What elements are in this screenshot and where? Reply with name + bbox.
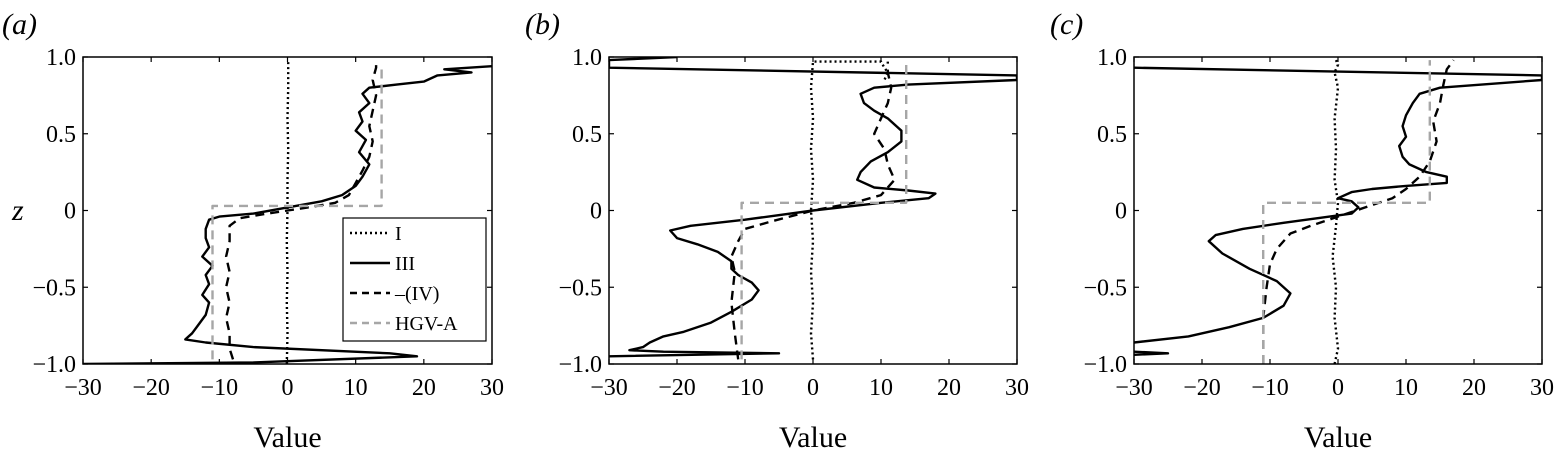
y-axis-title: z xyxy=(11,194,24,227)
x-tick-label: 10 xyxy=(869,375,893,401)
series-i-line xyxy=(1331,59,1340,364)
panel-label: (b) xyxy=(525,8,560,41)
y-tick-label: −1.0 xyxy=(1083,352,1127,378)
x-tick-label: −30 xyxy=(590,375,628,401)
y-tick-label: 1.0 xyxy=(46,45,76,71)
series-iii-line xyxy=(1134,66,1542,344)
panel-c: −30 −20 −10 0 10 20 30 −1.0 −0.5 0 0.5 1.0 Value (c) xyxy=(1050,8,1554,454)
x-tick-label: 0 xyxy=(807,375,819,401)
y-tick-label: −1.0 xyxy=(32,352,76,378)
y-tick-label: −0.5 xyxy=(1083,275,1127,301)
panel-a: −30 −20 −10 0 10 20 30 −1.0 −0.5 0 0.5 1.0 Value (a) z xyxy=(2,8,504,454)
y-tick-label: −0.5 xyxy=(32,275,76,301)
legend-label: –(IV) xyxy=(394,283,439,305)
x-tick-label: −20 xyxy=(1183,375,1221,401)
x-tick-label: −30 xyxy=(1115,375,1153,401)
series-iii-line xyxy=(609,57,1017,358)
x-tick-label: 20 xyxy=(937,375,961,401)
panel-label: (c) xyxy=(1050,8,1083,41)
series-hgv-a-line xyxy=(740,60,908,360)
x-axis-title: Value xyxy=(1304,421,1372,454)
legend-label: III xyxy=(395,253,415,275)
x-tick-label: 10 xyxy=(1394,375,1418,401)
series-i-line xyxy=(809,60,889,360)
y-tick-label: 0.5 xyxy=(46,122,76,148)
series-hgv-a-line xyxy=(1262,60,1431,364)
y-tick-label: −1.0 xyxy=(558,352,602,378)
x-axis-title: Value xyxy=(253,421,321,454)
plot-area xyxy=(609,57,1017,360)
x-tick-label: 0 xyxy=(282,375,294,401)
x-tick-label: 30 xyxy=(480,375,504,401)
y-tick-label: 0 xyxy=(590,199,602,225)
x-tick-label: −20 xyxy=(132,375,170,401)
x-tick-label: 10 xyxy=(344,375,368,401)
x-tick-label: −10 xyxy=(1251,375,1289,401)
plot-area xyxy=(83,60,492,364)
y-tick-label: 0 xyxy=(64,199,76,225)
series-iii-lower-detail-line xyxy=(1134,350,1170,356)
y-tick-label: 0.5 xyxy=(1097,122,1127,148)
y-tick-label: −0.5 xyxy=(558,275,602,301)
x-tick-label: −10 xyxy=(726,375,764,401)
plot-area xyxy=(1134,59,1542,364)
x-tick-label: 30 xyxy=(1005,375,1029,401)
x-tick-label: 20 xyxy=(412,375,436,401)
panel-label: (a) xyxy=(2,8,37,41)
x-tick-label: 30 xyxy=(1530,375,1554,401)
series-hgv-a-line xyxy=(211,64,383,360)
series-iv-line xyxy=(224,60,378,360)
legend-label: HGV-A xyxy=(395,313,458,335)
x-tick-label: −10 xyxy=(201,375,239,401)
y-tick-label: 0 xyxy=(1115,199,1127,225)
x-tick-label: 20 xyxy=(1462,375,1486,401)
x-axis-title: Value xyxy=(779,421,847,454)
series-iv-line xyxy=(1262,59,1455,364)
y-tick-label: 1.0 xyxy=(572,45,602,71)
x-tick-label: −30 xyxy=(64,375,102,401)
series-iv-line xyxy=(730,61,896,360)
x-tick-label: −20 xyxy=(658,375,696,401)
legend-box xyxy=(342,217,487,342)
axes-frame xyxy=(1133,56,1543,365)
y-tick-label: 1.0 xyxy=(1097,45,1127,71)
y-tick-label: 0.5 xyxy=(572,122,602,148)
x-tick-label: 0 xyxy=(1332,375,1344,401)
panel-b: −30 −20 −10 0 10 20 30 −1.0 −0.5 0 0.5 1.0 Value (b) xyxy=(525,8,1029,454)
series-iii-line xyxy=(83,65,492,364)
legend-label: I xyxy=(395,223,402,245)
series-i-line xyxy=(285,60,290,364)
